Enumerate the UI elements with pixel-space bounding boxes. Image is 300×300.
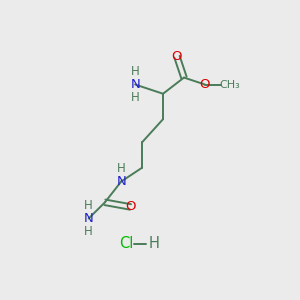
Text: H: H xyxy=(148,236,159,251)
Text: N: N xyxy=(116,175,126,188)
Text: N: N xyxy=(84,212,94,225)
Text: O: O xyxy=(200,78,210,91)
Text: Cl: Cl xyxy=(119,236,133,251)
Text: O: O xyxy=(172,50,182,63)
Text: H: H xyxy=(131,91,140,104)
Text: H: H xyxy=(84,199,93,212)
Text: H: H xyxy=(117,162,126,175)
Text: H: H xyxy=(131,65,140,78)
Text: H: H xyxy=(84,225,93,238)
Text: CH₃: CH₃ xyxy=(219,80,240,89)
Text: N: N xyxy=(130,78,140,91)
Text: O: O xyxy=(125,200,136,213)
